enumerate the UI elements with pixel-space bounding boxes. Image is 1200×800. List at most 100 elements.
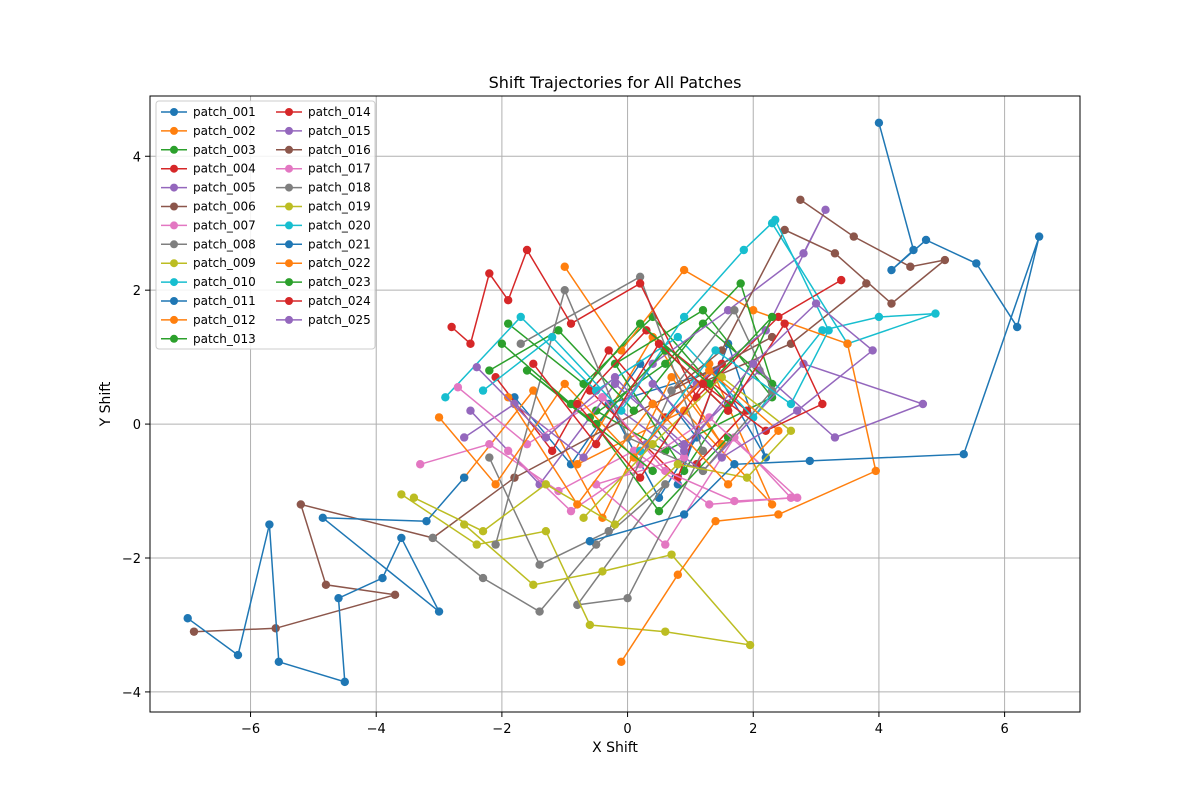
legend-swatch-marker <box>170 202 178 211</box>
series-line <box>400 493 753 647</box>
data-point <box>679 265 689 275</box>
series-line <box>413 376 793 533</box>
data-point <box>661 540 670 549</box>
data-point <box>554 326 563 335</box>
chart-title: Shift Trajectories for All Patches <box>489 73 742 92</box>
data-point <box>623 593 632 603</box>
legend-label: patch_023 <box>308 275 371 289</box>
series-patch_021 <box>585 118 1044 546</box>
data-point <box>610 379 620 389</box>
data-point <box>705 366 714 375</box>
data-point <box>811 299 821 308</box>
legend-entry: patch_019 <box>276 200 371 214</box>
data-point <box>648 399 657 409</box>
legend-swatch-marker <box>285 278 293 287</box>
legend-label: patch_009 <box>193 256 256 270</box>
legend-entry: patch_012 <box>161 313 256 327</box>
data-point <box>503 319 513 328</box>
legend-swatch-marker <box>170 315 178 324</box>
series-patch_014 <box>447 245 846 402</box>
legend-entry: patch_006 <box>161 200 256 214</box>
x-tick-label: 6 <box>1000 722 1008 737</box>
data-point <box>679 466 689 476</box>
series-line <box>438 369 780 506</box>
data-point <box>617 346 626 355</box>
x-tick-label: −4 <box>367 722 386 737</box>
data-point <box>654 506 664 516</box>
data-point <box>541 527 551 536</box>
data-point <box>767 500 777 509</box>
data-point <box>705 379 714 389</box>
data-point <box>510 399 519 409</box>
data-point <box>591 419 601 429</box>
legend-label: patch_017 <box>308 162 371 176</box>
data-point <box>629 446 639 456</box>
data-point <box>736 279 745 288</box>
data-point <box>453 383 463 392</box>
data-point <box>780 225 789 235</box>
data-point <box>805 456 814 466</box>
data-point <box>397 533 406 543</box>
data-point <box>635 279 645 288</box>
data-point <box>466 339 475 348</box>
data-point <box>874 118 884 127</box>
legend-swatch-marker <box>170 221 178 230</box>
data-point <box>334 593 343 603</box>
legend-entry: patch_021 <box>276 237 371 251</box>
data-point <box>931 309 940 318</box>
data-point <box>617 657 626 666</box>
data-point <box>679 510 689 519</box>
data-point <box>522 245 532 255</box>
legend-label: patch_013 <box>193 332 256 346</box>
x-tick-label: −2 <box>492 722 511 737</box>
legend-entry: patch_003 <box>161 143 256 157</box>
data-point <box>679 446 689 456</box>
legend-label: patch_008 <box>193 237 256 251</box>
data-point <box>629 453 639 462</box>
legend-label: patch_004 <box>193 162 256 176</box>
data-point <box>796 195 805 204</box>
data-point <box>1012 322 1022 332</box>
data-point <box>183 614 192 623</box>
data-point <box>723 306 733 315</box>
data-point <box>711 346 720 355</box>
data-point <box>673 570 683 579</box>
legend-label: patch_003 <box>193 143 256 157</box>
legend-label: patch_006 <box>193 200 256 214</box>
data-point <box>705 413 714 422</box>
data-point <box>516 312 525 322</box>
legend-entry: patch_023 <box>276 275 371 289</box>
legend-swatch-marker <box>170 240 178 249</box>
series-line <box>187 477 465 683</box>
legend-entry: patch_020 <box>276 218 371 232</box>
series-patch_002 <box>459 332 777 523</box>
data-point <box>447 322 456 332</box>
data-point <box>529 386 538 395</box>
data-point <box>491 480 500 489</box>
data-point <box>887 265 896 275</box>
data-point <box>821 205 830 215</box>
data-point <box>786 399 796 409</box>
data-point <box>774 510 783 519</box>
data-point <box>503 446 513 456</box>
legend-label: patch_024 <box>308 294 371 308</box>
data-point <box>887 299 896 308</box>
data-point <box>579 513 588 523</box>
data-point <box>635 319 645 328</box>
data-point <box>862 279 871 288</box>
data-point <box>591 439 601 449</box>
series-patch_019 <box>409 373 796 536</box>
legend-swatch-marker <box>170 334 178 343</box>
legend-entry: patch_001 <box>161 105 256 119</box>
data-point <box>591 540 601 549</box>
legend-label: patch_001 <box>193 105 256 119</box>
data-point <box>654 339 664 348</box>
legend-swatch-marker <box>285 315 293 324</box>
data-point <box>579 453 588 462</box>
data-point <box>698 306 708 315</box>
legend-box <box>155 100 376 350</box>
x-tick-label: 0 <box>623 722 631 737</box>
series-layer <box>183 118 1044 687</box>
data-point <box>871 466 880 476</box>
series-patch_007 <box>416 433 796 549</box>
